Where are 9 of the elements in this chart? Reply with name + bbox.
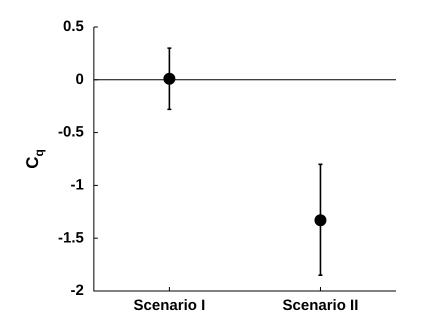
y-tick-label: 0 [76, 70, 84, 88]
x-tick-label: Scenario II [282, 297, 358, 314]
y-tick-label: 0.5 [62, 18, 84, 36]
y-tick-label: -1 [70, 176, 84, 194]
y-tick-label: -0.5 [58, 124, 84, 141]
y-tick-label: -1.5 [58, 229, 84, 246]
x-tick-label: Scenario I [134, 297, 206, 314]
y-tick-label: -2 [70, 282, 84, 300]
y-axis-title: Cq [23, 149, 46, 169]
